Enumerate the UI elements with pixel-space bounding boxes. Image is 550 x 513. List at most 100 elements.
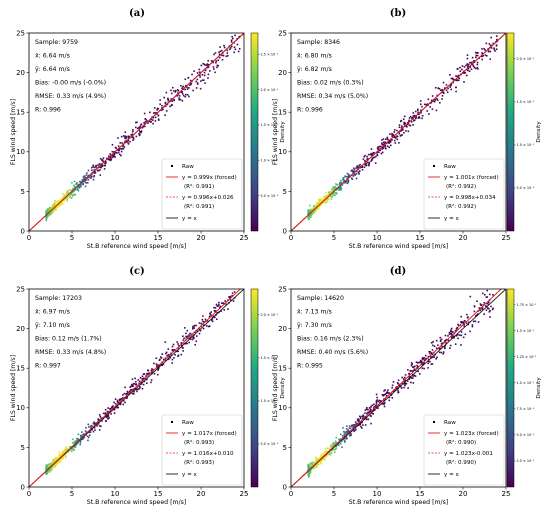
- x-tick-label: 25: [240, 234, 249, 242]
- raw-point: [122, 394, 124, 396]
- raw-point: [125, 135, 128, 138]
- raw-point: [176, 350, 178, 353]
- raw-point: [199, 76, 201, 78]
- y-tick-label: 25: [278, 285, 287, 293]
- raw-point: [55, 208, 57, 211]
- raw-point: [312, 209, 314, 211]
- raw-point: [427, 367, 429, 369]
- raw-point: [444, 347, 446, 350]
- raw-point: [196, 82, 199, 84]
- raw-point: [444, 334, 447, 337]
- raw-point: [71, 448, 73, 451]
- raw-point: [75, 183, 77, 185]
- raw-point: [68, 196, 71, 199]
- colorbar-tick-label: 1.5 × 10⁻¹: [261, 123, 279, 127]
- raw-point: [377, 400, 380, 403]
- raw-point: [439, 340, 442, 343]
- raw-point: [130, 134, 133, 136]
- raw-point: [190, 336, 192, 338]
- raw-point: [396, 138, 399, 141]
- raw-point: [308, 218, 311, 220]
- raw-point: [51, 211, 54, 214]
- raw-point: [417, 361, 420, 364]
- raw-point: [364, 164, 367, 167]
- raw-point: [154, 112, 157, 114]
- raw-point: [326, 450, 329, 453]
- raw-point: [119, 153, 121, 156]
- raw-point: [364, 424, 367, 426]
- raw-point: [345, 430, 348, 433]
- raw-point: [122, 399, 125, 402]
- raw-point: [46, 466, 49, 469]
- raw-point: [481, 48, 483, 50]
- raw-point: [186, 335, 189, 338]
- raw-point: [488, 293, 491, 296]
- raw-point: [441, 88, 444, 91]
- raw-point: [90, 424, 93, 427]
- raw-point: [85, 427, 87, 429]
- legend-entry: y = x: [444, 216, 460, 222]
- raw-point: [422, 363, 425, 365]
- raw-point: [385, 138, 387, 140]
- raw-point: [418, 116, 420, 118]
- y-axis-label: FLS wind speed [m/s]: [272, 355, 279, 421]
- raw-point: [310, 216, 312, 218]
- raw-point: [92, 178, 95, 181]
- raw-point: [323, 457, 326, 460]
- raw-point: [483, 293, 486, 296]
- raw-point: [162, 108, 164, 111]
- raw-point: [163, 358, 165, 361]
- raw-point: [371, 157, 374, 160]
- raw-point: [481, 307, 484, 309]
- legend-entry: Raw: [444, 164, 456, 170]
- raw-point: [351, 170, 354, 172]
- raw-point: [98, 166, 100, 168]
- raw-point: [100, 165, 102, 168]
- raw-point: [177, 92, 179, 94]
- raw-point: [428, 350, 430, 353]
- raw-point: [479, 309, 482, 312]
- raw-point: [230, 41, 233, 43]
- raw-point: [314, 461, 317, 464]
- raw-point: [381, 151, 384, 154]
- raw-point: [146, 378, 148, 381]
- raw-point: [429, 352, 431, 355]
- raw-point: [54, 464, 57, 467]
- raw-point: [356, 422, 358, 425]
- raw-point: [186, 88, 189, 90]
- raw-point: [51, 465, 54, 468]
- raw-point: [456, 79, 459, 82]
- raw-point: [412, 115, 415, 117]
- raw-point: [73, 449, 75, 451]
- raw-point: [374, 404, 377, 407]
- raw-point: [65, 456, 67, 459]
- raw-point: [420, 112, 422, 114]
- raw-point: [410, 377, 413, 379]
- raw-point: [99, 174, 102, 176]
- raw-point: [391, 132, 393, 135]
- raw-point: [383, 405, 386, 408]
- y-tick-label: 15: [16, 109, 25, 117]
- raw-point: [133, 390, 135, 393]
- raw-point: [164, 357, 167, 360]
- raw-point: [200, 322, 203, 325]
- colorbar-tick-label: 1.0 × 10⁻¹: [517, 143, 535, 147]
- raw-point: [365, 418, 368, 421]
- raw-point: [139, 125, 141, 128]
- raw-point: [329, 446, 332, 448]
- raw-point: [364, 159, 366, 162]
- raw-point: [159, 356, 162, 358]
- raw-point: [341, 435, 344, 437]
- raw-point: [78, 180, 81, 183]
- raw-point: [343, 439, 346, 442]
- colorbar-tick-label: 5.0 × 10⁻²: [517, 186, 535, 190]
- raw-point: [424, 354, 427, 357]
- raw-point: [132, 393, 135, 395]
- raw-point: [311, 462, 313, 464]
- raw-point: [195, 80, 197, 83]
- colorbar-tick-label: 2.0 × 10⁻¹: [517, 57, 535, 61]
- raw-point: [358, 173, 360, 175]
- raw-point: [389, 392, 392, 395]
- legend-raw-marker: [171, 421, 173, 423]
- raw-point: [222, 302, 224, 304]
